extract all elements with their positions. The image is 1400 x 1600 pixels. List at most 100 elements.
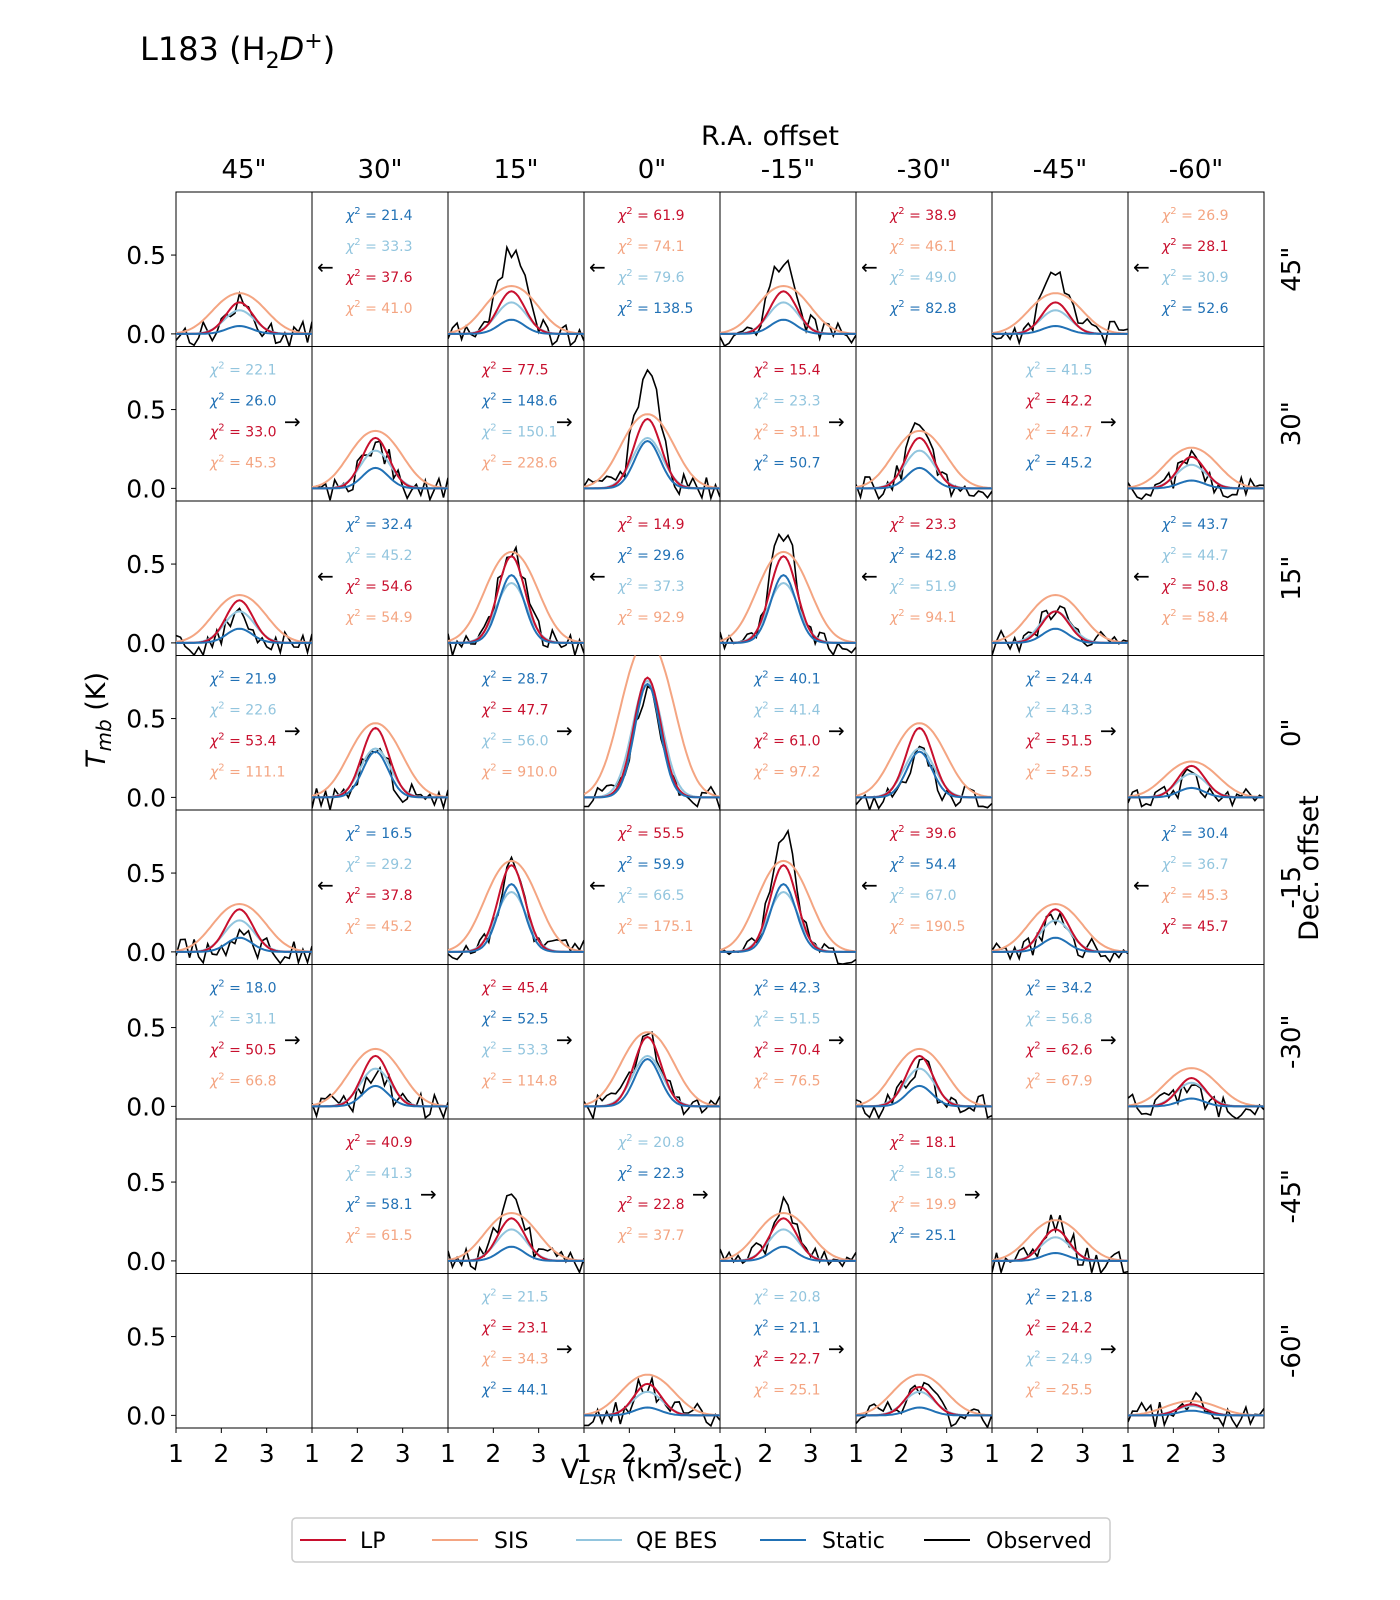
static-model-line	[584, 1406, 720, 1417]
panel-frame	[1127, 1273, 1265, 1429]
sis-model-line	[992, 292, 1128, 335]
neighbor-arrow-icon: →	[284, 719, 301, 743]
y-tick-label: 0.0	[126, 320, 166, 349]
spectrum-panel	[584, 1030, 720, 1119]
chi-square-static: χ2 = 21.9	[209, 670, 276, 688]
spectrum-panel	[992, 270, 1128, 347]
legend-label-lp: LP	[360, 1529, 386, 1554]
legend-label-static: Static	[822, 1529, 885, 1554]
chi-square-sis: χ2 = 45.3	[1161, 886, 1228, 904]
panel-frame	[855, 1273, 993, 1429]
y-axis-label: Tmb (K)	[81, 672, 116, 768]
chi-square-lp: χ2 = 39.6	[889, 824, 957, 842]
observed-line	[312, 747, 448, 810]
chi-square-qe-bes: χ2 = 37.3	[617, 577, 684, 595]
spectrum-panel	[720, 532, 856, 656]
chi-square-block: χ2 = 32.4 χ2 = 45.2 χ2 = 54.6 χ2 = 54.9 ←	[317, 515, 413, 626]
spectrum-panel	[584, 1373, 720, 1428]
lp-model-line	[176, 301, 312, 335]
chi-square-lp: χ2 = 23.3	[889, 515, 956, 533]
chi-square-block: χ2 = 24.4 χ2 = 43.3 χ2 = 51.5 χ2 = 52.5 →	[1025, 670, 1117, 781]
chi-square-lp: χ2 = 45.4	[481, 979, 549, 997]
ra-offset-label: 0"	[638, 155, 667, 185]
observed-line	[448, 1193, 584, 1274]
neighbor-arrow-icon: →	[1100, 1028, 1117, 1052]
chi-square-qe-bes: χ2 = 31.1	[209, 1010, 276, 1028]
chi-square-lp: χ2 = 54.6	[345, 577, 413, 595]
spectrum-panel	[448, 544, 584, 656]
observed-line	[312, 440, 448, 501]
chi-square-static: χ2 = 43.7	[1161, 515, 1228, 533]
chi-square-static: χ2 = 32.4	[345, 515, 413, 533]
chi-square-block: χ2 = 38.9 χ2 = 46.1 χ2 = 49.0 χ2 = 82.8 ←	[861, 206, 956, 317]
chi-square-lp: χ2 = 50.8	[1161, 577, 1228, 595]
spectrum-panel	[312, 722, 448, 810]
sis-model-line	[176, 902, 312, 953]
observed-line	[856, 421, 992, 501]
chi-square-qe-bes: χ2 = 21.5	[481, 1288, 548, 1306]
figure-title: L183 (H2D+)	[140, 29, 335, 74]
chi-square-lp: χ2 = 53.4	[209, 732, 277, 750]
chi-square-sis: χ2 = 66.8	[209, 1072, 276, 1090]
chi-square-sis: χ2 = 19.9	[889, 1195, 956, 1213]
x-tick-label: 2	[349, 1439, 365, 1468]
chi-square-block: χ2 = 22.1 χ2 = 26.0 χ2 = 33.0 χ2 = 45.3 →	[209, 361, 301, 472]
neighbor-arrow-icon: ←	[861, 873, 878, 897]
static-model-line	[1128, 1409, 1264, 1417]
chi-square-block: χ2 = 40.1 χ2 = 41.4 χ2 = 61.0 χ2 = 97.2 →	[753, 670, 845, 781]
chi-square-block: χ2 = 42.3 χ2 = 51.5 χ2 = 70.4 χ2 = 76.5 →	[753, 979, 845, 1090]
sis-model-line	[720, 550, 856, 644]
sis-model-line	[584, 1373, 720, 1417]
static-model-line	[856, 1084, 992, 1108]
chi-square-static: χ2 = 148.6	[481, 392, 557, 410]
chi-square-qe-bes: χ2 = 20.8	[617, 1133, 684, 1151]
dec-offset-label: -45"	[1277, 1169, 1307, 1223]
static-model-line	[856, 750, 992, 799]
neighbor-arrow-icon: ←	[317, 255, 334, 279]
static-model-line	[312, 750, 448, 799]
chi-square-qe-bes: χ2 = 53.3	[481, 1041, 548, 1059]
spectrum-panel	[720, 258, 856, 347]
x-tick-label: 3	[939, 1439, 955, 1468]
chi-square-qe-bes: χ2 = 150.1	[481, 423, 557, 441]
chi-square-sis: χ2 = 42.7	[1025, 423, 1092, 441]
chi-square-qe-bes: χ2 = 41.4	[753, 701, 821, 719]
sis-model-line	[584, 1031, 720, 1107]
panel-frame	[1127, 964, 1265, 1120]
static-model-line	[992, 936, 1128, 953]
chi-square-block: χ2 = 14.9 χ2 = 29.6 χ2 = 37.3 χ2 = 92.9 ←	[589, 515, 685, 626]
lp-model-line	[448, 555, 584, 644]
sis-model-line	[584, 655, 720, 798]
spectrum-panel	[584, 655, 720, 810]
static-model-line	[176, 324, 312, 335]
neighbor-arrow-icon: ←	[1133, 564, 1150, 588]
x-tick-label: 3	[259, 1439, 275, 1468]
chi-square-sis: χ2 = 190.5	[889, 917, 965, 935]
chi-square-lp: χ2 = 55.5	[617, 824, 684, 842]
sis-model-line	[992, 593, 1128, 644]
sis-model-line	[992, 1219, 1128, 1262]
spectrum-panel	[856, 722, 992, 810]
chi-square-qe-bes: χ2 = 33.3	[345, 237, 412, 255]
chi-square-qe-bes: χ2 = 18.5	[889, 1164, 956, 1182]
chi-square-block: χ2 = 61.9 χ2 = 74.1 χ2 = 79.6 χ2 = 138.5 ←	[589, 206, 693, 317]
sis-model-line	[312, 429, 448, 490]
chi-square-block: χ2 = 21.5 χ2 = 23.1 χ2 = 34.3 χ2 = 44.1 →	[481, 1288, 573, 1399]
chi-square-block: χ2 = 45.4 χ2 = 52.5 χ2 = 53.3 χ2 = 114.8 →	[481, 979, 573, 1090]
static-model-line	[584, 440, 720, 490]
static-model-line	[720, 1245, 856, 1262]
chi-square-qe-bes: χ2 = 36.7	[1161, 855, 1228, 873]
chi-square-lp: χ2 = 37.8	[345, 886, 412, 904]
lp-model-line	[584, 1035, 720, 1108]
chi-square-sis: χ2 = 94.1	[889, 608, 956, 626]
spectrum-panel	[1128, 1067, 1264, 1119]
legend-item-lp: LP	[300, 1529, 386, 1554]
panel-frame	[175, 191, 313, 347]
dec-offset-label: -60"	[1277, 1324, 1307, 1378]
chi-square-sis: χ2 = 46.1	[889, 237, 956, 255]
x-tick-label: 1	[1120, 1439, 1136, 1468]
spectrum-panel	[992, 1214, 1128, 1274]
y-tick-label: 0.5	[126, 1323, 166, 1352]
spectrum-panel	[176, 290, 312, 347]
chi-square-block: χ2 = 21.9 χ2 = 22.6 χ2 = 53.4 χ2 = 111.1 →	[209, 670, 301, 781]
